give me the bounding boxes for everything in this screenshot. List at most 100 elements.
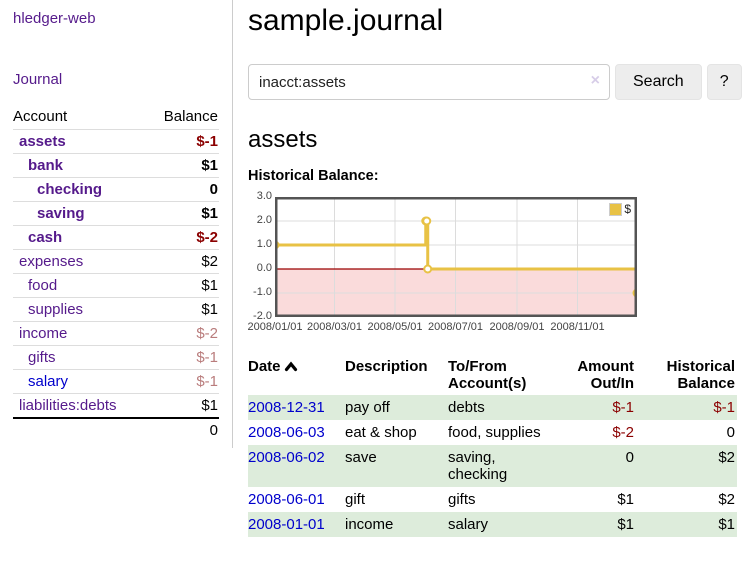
account-balance: 0 xyxy=(147,177,219,202)
account-link[interactable]: gifts xyxy=(28,349,56,366)
search-field-wrap: × xyxy=(248,64,610,100)
accounts-header-row: Account Balance xyxy=(13,105,219,130)
account-heading: assets xyxy=(248,126,318,153)
help-button[interactable]: ? xyxy=(706,64,742,100)
account-link[interactable]: checking xyxy=(37,181,103,198)
account-balance: $-2 xyxy=(147,321,219,346)
transaction-row[interactable]: 2008-06-03 eat & shop food, supplies $-2 0 xyxy=(248,420,737,445)
sidebar-nav: Journal xyxy=(13,71,219,88)
account-balance: $-1 xyxy=(147,129,219,154)
transaction-accounts: salary xyxy=(448,516,489,533)
account-link[interactable]: cash xyxy=(28,229,63,246)
account-row: bank $1 xyxy=(13,153,219,178)
main-content: sample.journal × Search ? assets Histori… xyxy=(233,0,742,537)
transaction-amount: $-1 xyxy=(612,399,634,416)
historical-balance-chart[interactable]: $3.0 2.0 1.0 0.0 -1.0 -2.0 2008/01/01 2008/03/0… xyxy=(247,190,742,340)
chart-plot-area[interactable]: $ xyxy=(270,197,642,317)
transaction-date-link[interactable]: 2008-01-01 xyxy=(248,516,325,533)
x-axis-tick-label: 2008/05/01 xyxy=(367,321,423,333)
transaction-amount: $1 xyxy=(617,516,634,533)
accounts-table: Account Balance assets $-1 bank $1 checking 0… xyxy=(13,105,219,442)
chart-legend: $ xyxy=(609,202,631,216)
account-link[interactable]: bank xyxy=(28,157,64,174)
account-link[interactable]: income xyxy=(19,325,68,342)
transaction-balance: $1 xyxy=(718,516,735,533)
column-header-balance[interactable]: Historical Balance xyxy=(666,358,735,392)
nav-journal-link[interactable]: Journal xyxy=(13,71,63,88)
search-bar: × Search ? xyxy=(248,64,742,100)
transaction-amount: $1 xyxy=(617,491,634,508)
accounts-total-balance: 0 xyxy=(147,417,219,442)
search-input[interactable] xyxy=(248,64,610,100)
account-link[interactable]: supplies xyxy=(28,301,84,318)
account-balance: $-1 xyxy=(147,345,219,370)
account-balance: $1 xyxy=(147,297,219,322)
transaction-row[interactable]: 2008-01-01 income salary $1 $1 xyxy=(248,512,737,537)
accounts-header-account: Account xyxy=(13,108,68,125)
account-link[interactable]: assets xyxy=(19,133,66,150)
accounts-total-row: 0 xyxy=(13,417,219,442)
transaction-description: save xyxy=(345,449,377,466)
y-axis-tick-label: 3.0 xyxy=(256,190,272,202)
legend-swatch-icon xyxy=(609,202,623,216)
page-title: sample.journal xyxy=(248,4,444,37)
register-header-row: Date Description To/From Account(s) Amou… xyxy=(248,355,737,395)
y-axis-tick-label: -1.0 xyxy=(253,286,272,298)
x-axis-tick-label: 2008/07/01 xyxy=(427,321,484,333)
transaction-row[interactable]: 2008-06-01 gift gifts $1 $2 xyxy=(248,487,737,512)
transaction-accounts: debts xyxy=(448,399,485,416)
x-axis-tick-label: 2008/03/01 xyxy=(306,321,363,333)
x-axis-tick-label: 2008/11/01 xyxy=(550,321,605,333)
account-link[interactable]: salary xyxy=(28,373,69,390)
transaction-balance: 0 xyxy=(726,424,735,441)
account-row: expenses $2 xyxy=(13,249,219,274)
account-row: liabilities:debts $1 xyxy=(13,393,219,418)
clear-search-icon[interactable]: × xyxy=(590,72,600,89)
x-axis-tick-label: 2008/01/01 xyxy=(247,321,303,333)
account-row: assets $-1 xyxy=(13,129,219,154)
account-link[interactable]: saving xyxy=(37,205,85,222)
account-balance: $-1 xyxy=(147,369,219,394)
chevron-up-icon xyxy=(284,359,298,376)
transaction-balance: $2 xyxy=(718,491,735,508)
transaction-accounts: saving, checking xyxy=(448,449,508,483)
y-axis-tick-label: 1.0 xyxy=(256,238,272,250)
column-header-accounts[interactable]: To/From Account(s) xyxy=(448,358,527,392)
account-link[interactable]: liabilities:debts xyxy=(19,397,117,414)
transaction-date-link[interactable]: 2008-06-01 xyxy=(248,491,325,508)
transaction-description: gift xyxy=(345,491,366,508)
transaction-row[interactable]: 2008-06-02 save saving, checking 0 $2 xyxy=(248,445,737,487)
transaction-balance: $2 xyxy=(718,449,735,466)
account-link[interactable]: expenses xyxy=(19,253,84,270)
y-axis-tick-label: -2.0 xyxy=(253,310,272,322)
transaction-amount: 0 xyxy=(625,449,634,466)
account-balance: $1 xyxy=(147,201,219,226)
transaction-row[interactable]: 2008-12-31 pay off debts $-1 $-1 xyxy=(248,395,737,420)
search-button[interactable]: Search xyxy=(615,64,702,100)
app-title: hledger-web xyxy=(13,10,219,27)
account-balance: $-2 xyxy=(147,225,219,250)
column-header-amount[interactable]: Amount Out/In xyxy=(577,358,634,392)
account-row: cash $-2 xyxy=(13,225,219,250)
transaction-accounts: gifts xyxy=(448,491,476,508)
transaction-description: eat & shop xyxy=(345,424,417,441)
transaction-date-link[interactable]: 2008-06-02 xyxy=(248,449,325,466)
account-link[interactable]: food xyxy=(28,277,58,294)
account-row: saving $1 xyxy=(13,201,219,226)
account-row: salary $-1 xyxy=(13,369,219,394)
account-row: gifts $-1 xyxy=(13,345,219,370)
transaction-description: pay off xyxy=(345,399,390,416)
transaction-balance: $-1 xyxy=(713,399,735,416)
x-axis-tick-label: 2008/09/01 xyxy=(489,321,545,333)
column-header-date[interactable]: Date xyxy=(248,355,345,395)
app-title-link[interactable]: hledger-web xyxy=(13,10,96,27)
transaction-date-link[interactable]: 2008-12-31 xyxy=(248,399,325,416)
account-balance: $1 xyxy=(147,393,219,418)
transaction-amount: $-2 xyxy=(612,424,634,441)
transaction-accounts: food, supplies xyxy=(448,424,541,441)
account-row: food $1 xyxy=(13,273,219,298)
transaction-date-link[interactable]: 2008-06-03 xyxy=(248,424,325,441)
column-header-description[interactable]: Description xyxy=(345,358,428,375)
account-balance: $1 xyxy=(147,273,219,298)
